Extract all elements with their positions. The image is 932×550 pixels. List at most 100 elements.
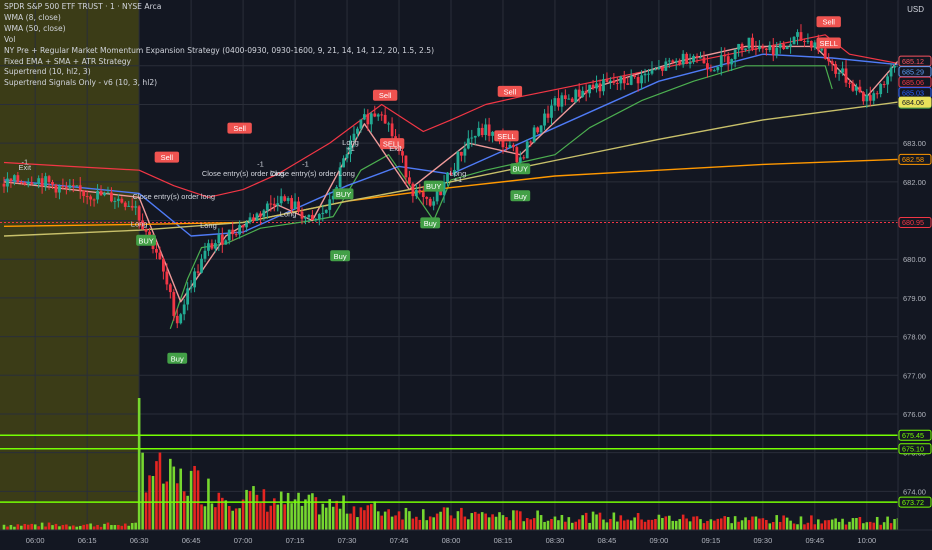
signal-badge[interactable] [333, 188, 354, 200]
candle-body [505, 147, 508, 149]
signal-badge[interactable] [510, 190, 531, 202]
candle-body [459, 151, 463, 156]
candle-body [366, 114, 370, 125]
volume-bar [290, 503, 293, 530]
volume-bar [99, 526, 103, 530]
candle-body [227, 229, 231, 241]
legend-item[interactable]: WMA (50, close) [4, 23, 66, 33]
candle-body [123, 202, 127, 207]
candle-body [591, 84, 595, 89]
legend-item[interactable]: NY Pre + Regular Market Momentum Expansi… [4, 45, 435, 55]
signal-badge[interactable] [136, 234, 156, 246]
signal-badge[interactable] [816, 37, 841, 49]
legend-item[interactable]: Supertrend (10, hl2, 3) [4, 67, 91, 77]
candle-body [161, 259, 165, 272]
candle-body [730, 59, 734, 65]
signal-badge[interactable] [497, 85, 523, 97]
candle-body [106, 192, 110, 194]
volume-bar [307, 494, 311, 530]
signal-badge[interactable] [420, 217, 441, 229]
y-tick-label: 674.00 [903, 487, 926, 496]
signal-badge[interactable] [510, 163, 531, 175]
legend-item[interactable]: Vol [4, 34, 16, 44]
candle-body [286, 198, 290, 201]
volume-bar [439, 511, 442, 530]
volume-bar [512, 510, 515, 530]
signal-badge[interactable] [167, 352, 188, 364]
volume-bar [78, 525, 82, 530]
signal-badge[interactable] [379, 138, 405, 150]
volume-bar [834, 518, 837, 530]
candle-body [47, 176, 51, 182]
candle-body [356, 128, 359, 134]
volume-bar [539, 515, 543, 530]
volume-bar [162, 483, 165, 530]
candle-body [681, 53, 685, 65]
candle-body [719, 55, 723, 68]
candle-body [130, 205, 134, 208]
signal-badge[interactable] [330, 250, 351, 262]
candle-body [203, 250, 207, 259]
candle-body [89, 196, 93, 200]
volume-bar [165, 481, 169, 530]
candle-body [598, 83, 602, 92]
volume-bar [193, 465, 196, 530]
volume-bar [446, 507, 449, 530]
volume-bar [110, 525, 113, 530]
candle-body [643, 73, 647, 76]
volume-bar [723, 516, 727, 530]
candle-body [116, 198, 120, 201]
signal-badge[interactable] [154, 151, 180, 163]
legend-title: SPDR S&P 500 ETF TRUST · 1 · NYSE Arca [4, 2, 162, 11]
volume-bar [113, 525, 117, 530]
signal-badge[interactable] [494, 130, 519, 142]
candle-body [404, 155, 408, 178]
volume-bar [234, 508, 238, 530]
signal-text: Exit [19, 163, 32, 172]
volume-bar [737, 521, 740, 530]
signal-badge[interactable] [816, 16, 841, 28]
candle-body [324, 209, 328, 213]
signal-badge[interactable] [423, 180, 444, 192]
volume-bar [155, 461, 158, 530]
volume-bar [709, 519, 713, 530]
volume-bar [654, 519, 657, 530]
candle-body [44, 176, 47, 187]
volume-bar [453, 518, 456, 530]
candle-body [352, 133, 356, 141]
legend-item[interactable]: Supertrend Signals Only - v6 (10, 3, hl2… [4, 78, 158, 88]
volume-bar [134, 522, 137, 530]
volume-bar [262, 489, 266, 530]
signal-badge[interactable] [372, 89, 398, 101]
time-axis[interactable] [0, 530, 932, 550]
volume-bar [449, 515, 453, 530]
y-tick-label: 678.00 [903, 333, 926, 342]
candle-body [757, 46, 761, 50]
volume-bar [636, 513, 640, 530]
volume-bar [515, 510, 519, 530]
volume-bar [221, 497, 224, 530]
volume-bar [245, 489, 248, 530]
candle-body [553, 98, 557, 106]
volume-bar [418, 519, 422, 530]
price-tag-label: 675.10 [902, 445, 924, 454]
candle-body [304, 217, 307, 219]
signal-badge[interactable] [227, 122, 252, 134]
candle-body [685, 53, 689, 64]
candle-body [633, 75, 637, 78]
signal-text: Long [200, 221, 217, 230]
candle-body [726, 56, 730, 65]
candle-body [879, 84, 883, 95]
legend-item[interactable]: WMA (8, close) [4, 12, 61, 22]
volume-bar [103, 523, 106, 530]
volume-bar [789, 520, 792, 530]
volume-bar [661, 517, 664, 530]
volume-bar [141, 452, 144, 530]
legend-item[interactable]: Fixed EMA + SMA + ATR Strategy [4, 56, 132, 66]
candle-body [252, 217, 255, 221]
volume-bar [758, 518, 761, 530]
volume-bar [557, 520, 560, 530]
candle-body [834, 64, 838, 74]
